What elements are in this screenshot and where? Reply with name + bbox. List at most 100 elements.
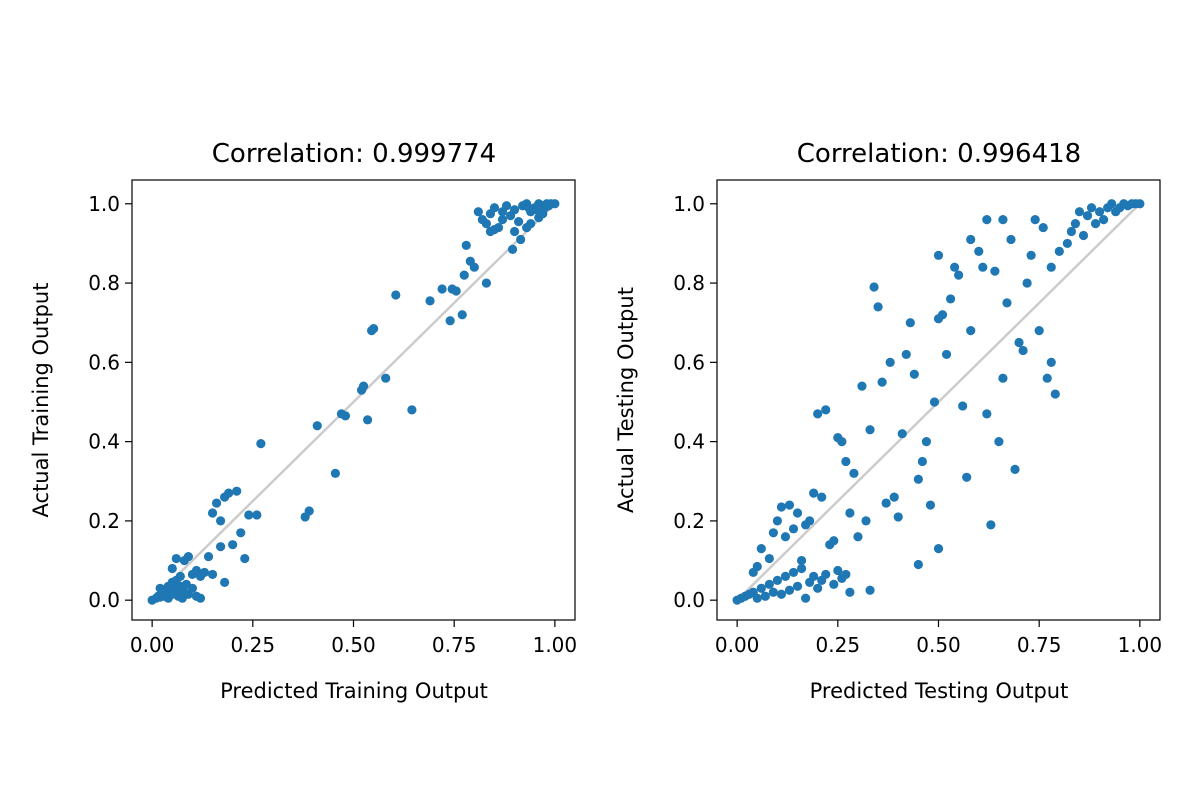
testing-data-point xyxy=(780,571,791,581)
training-x-ticks: 0.00 0.25 0.50 0.75 1.00 xyxy=(130,620,577,657)
testing-data-point xyxy=(978,262,988,272)
testing-data-point xyxy=(845,587,855,597)
testing-x-tick-label: 0.25 xyxy=(816,633,861,657)
training-data-point xyxy=(167,563,177,574)
training-x-tick-label: 0.00 xyxy=(130,633,175,657)
training-data-point xyxy=(473,207,483,217)
training-y-axis-label: Actual Training Output xyxy=(29,283,53,518)
testing-data-point xyxy=(1050,389,1060,399)
testing-data-point xyxy=(905,318,915,328)
training-data-point xyxy=(445,316,455,326)
testing-data-point xyxy=(1018,345,1028,356)
testing-data-point xyxy=(865,585,875,595)
training-data-point xyxy=(228,540,238,550)
testing-chart-title: Correlation: 0.996418 xyxy=(797,139,1081,169)
testing-data-point xyxy=(772,516,783,526)
testing-data-point xyxy=(929,397,940,407)
testing-data-point xyxy=(986,520,996,530)
testing-data-point xyxy=(945,294,956,304)
training-y-tick-label: 0.2 xyxy=(88,509,120,533)
training-data-point xyxy=(516,234,526,245)
testing-data-point xyxy=(865,425,875,435)
testing-data-point xyxy=(1094,207,1105,217)
training-data-point xyxy=(224,488,234,498)
testing-data-point xyxy=(881,498,891,508)
training-scatter-panel: Correlation: 0.999774 0.00 0.25 0.50 0.75 1.… xyxy=(29,139,577,703)
training-data-point xyxy=(362,415,373,425)
testing-data-point xyxy=(1046,357,1056,367)
testing-data-point xyxy=(974,246,984,256)
testing-data-point xyxy=(849,468,859,478)
testing-data-point xyxy=(1070,219,1081,229)
training-data-point xyxy=(207,569,218,580)
testing-data-point xyxy=(756,583,766,593)
testing-data-point xyxy=(764,579,774,589)
testing-data-point xyxy=(1090,219,1101,229)
training-data-point xyxy=(358,381,369,391)
training-x-tick-label: 0.25 xyxy=(231,633,276,657)
training-data-point xyxy=(183,551,193,562)
testing-data-point xyxy=(784,585,795,595)
training-data-point xyxy=(203,551,214,562)
testing-data-point xyxy=(885,357,895,367)
testing-x-axis-label: Predicted Testing Output xyxy=(810,679,1069,703)
testing-data-point xyxy=(1010,464,1020,474)
testing-data-point xyxy=(772,575,783,585)
training-data-point xyxy=(381,373,391,383)
testing-data-point xyxy=(768,528,778,538)
testing-data-point xyxy=(1062,238,1072,249)
training-data-point xyxy=(544,201,554,211)
training-data-point xyxy=(220,577,230,587)
testing-data-point xyxy=(921,437,932,447)
testing-data-point xyxy=(1038,222,1048,233)
testing-data-point xyxy=(1046,262,1056,272)
training-identity-line-layer xyxy=(151,202,556,602)
testing-data-point xyxy=(950,262,960,272)
testing-data-point xyxy=(833,565,843,576)
testing-data-point xyxy=(796,563,807,574)
training-data-point xyxy=(369,324,379,334)
testing-data-point xyxy=(1099,215,1109,225)
training-data-point xyxy=(485,226,496,237)
testing-y-tick-label: 0.0 xyxy=(673,588,705,612)
testing-data-point xyxy=(1078,230,1089,241)
testing-data-point xyxy=(1030,215,1040,225)
training-data-point xyxy=(497,215,508,225)
training-y-tick-label: 0.0 xyxy=(88,588,120,612)
testing-data-point xyxy=(994,437,1004,447)
testing-data-point xyxy=(776,589,787,599)
training-data-point xyxy=(526,219,536,229)
testing-data-point xyxy=(801,593,811,603)
training-data-point xyxy=(207,508,218,518)
testing-data-point xyxy=(1107,199,1117,209)
testing-data-point xyxy=(813,409,823,419)
training-data-point xyxy=(489,203,500,213)
training-points-layer xyxy=(147,199,560,605)
testing-data-point xyxy=(962,472,972,482)
training-data-point xyxy=(524,203,534,213)
training-data-point xyxy=(425,296,435,306)
testing-data-point xyxy=(954,270,964,280)
testing-data-point xyxy=(982,215,992,225)
training-data-point xyxy=(330,468,340,478)
training-data-point xyxy=(244,510,254,520)
testing-data-point xyxy=(869,282,879,292)
testing-y-tick-label: 0.8 xyxy=(673,271,705,295)
testing-data-point xyxy=(821,569,831,580)
training-data-point xyxy=(451,286,461,296)
testing-scatter-panel: Correlation: 0.996418 0.00 0.25 0.50 0.75 1.… xyxy=(614,139,1162,703)
testing-data-point xyxy=(998,215,1008,225)
training-y-tick-label: 0.8 xyxy=(88,271,120,295)
testing-data-point xyxy=(873,302,883,312)
testing-y-tick-label: 0.6 xyxy=(673,350,705,374)
testing-x-tick-label: 1.00 xyxy=(1118,633,1163,657)
testing-data-point xyxy=(752,593,762,603)
training-x-tick-label: 0.75 xyxy=(432,633,477,657)
testing-data-point xyxy=(933,314,944,324)
testing-data-point xyxy=(998,373,1008,383)
training-data-point xyxy=(340,411,351,421)
testing-data-point xyxy=(1082,211,1093,221)
training-data-point xyxy=(195,593,206,603)
training-y-tick-label: 0.6 xyxy=(88,350,120,374)
